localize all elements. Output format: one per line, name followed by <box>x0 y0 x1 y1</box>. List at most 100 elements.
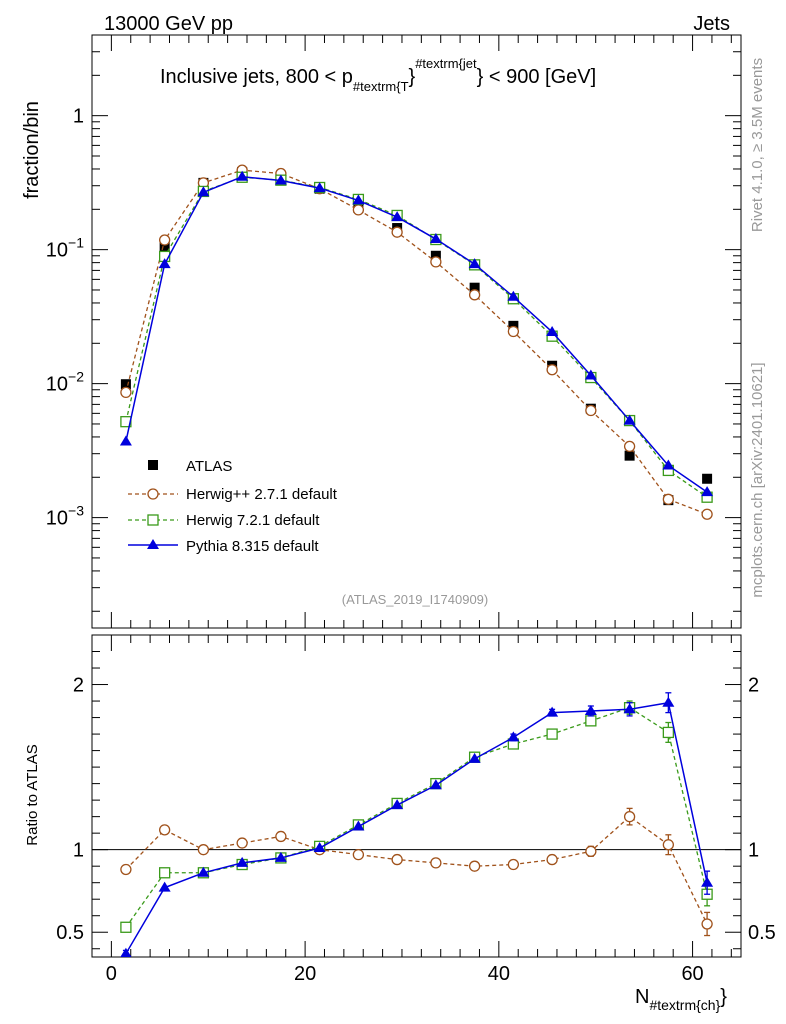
ratio-series-group <box>120 692 714 957</box>
main-point-herwigpp <box>585 404 597 417</box>
y-tick-label-ratio-right: 0.5 <box>748 922 776 944</box>
x-tick-label: 40 <box>488 963 510 985</box>
main-point-pythia <box>236 170 249 181</box>
main-series-group <box>119 164 714 520</box>
main-point-data <box>469 282 480 293</box>
main-point-herwigpp <box>468 289 481 301</box>
main-point-herwigpp <box>662 493 675 505</box>
y-tick-label-main: 1 <box>73 106 84 128</box>
main-point-data <box>430 250 441 261</box>
ratio-point-herwigpp <box>236 837 248 849</box>
ratio-point-herwig7 <box>546 728 558 740</box>
y-tick-label-base: 10 <box>46 374 68 396</box>
ratio-plot-frame <box>91 634 742 958</box>
y-tick-label-ratio-left: 2 <box>73 675 84 697</box>
main-point-pythia <box>507 290 520 301</box>
x-axis-label: N#textrm{ch}} <box>635 986 727 1013</box>
ratio-point-pythia <box>662 696 675 707</box>
main-point-herwigpp <box>507 325 520 338</box>
y-tick-label-base: 10 <box>46 240 68 262</box>
main-line-herwigpp <box>125 169 708 515</box>
ratio-point-pythia <box>236 856 249 867</box>
y-tick-label-base: 1 <box>73 106 84 128</box>
y-tick-label-base: 10 <box>46 508 68 530</box>
ratio-point-pythia <box>391 799 404 810</box>
rivet-label: Rivet 4.1.0, ≥ 3.5M events <box>749 58 766 232</box>
main-point-pythia <box>313 182 326 193</box>
ratio-point-pythia <box>352 820 365 831</box>
main-point-data <box>624 450 635 461</box>
ratio-point-herwigpp <box>275 830 287 843</box>
main-point-pythia <box>662 459 675 470</box>
dynamic-marks: 110−110−210−30 20 40 600.5 0.51 12 2 <box>46 34 776 985</box>
main-point-herwigpp <box>546 364 558 376</box>
x-tick-label: 20 <box>294 963 316 985</box>
legend-label-herwigpp: Herwig++ 2.7.1 default <box>186 486 338 503</box>
ratio-point-pythia <box>468 752 481 763</box>
y-tick-label-main: 10−3 <box>46 503 84 530</box>
y-tick-label-exp: −1 <box>68 235 84 251</box>
ratio-point-herwigpp <box>391 853 403 866</box>
ratio-point-herwigpp <box>352 848 365 861</box>
legend-marker-atlas <box>148 460 158 470</box>
main-point-pythia <box>468 258 481 269</box>
ratio-line-herwig7 <box>125 706 708 928</box>
ratio-point-herwigpp <box>507 858 520 871</box>
ratio-point-pythia <box>546 706 559 717</box>
x-axis-label-sub: #textrm{ch} <box>649 997 720 1013</box>
ratio-point-herwigpp <box>468 860 481 872</box>
main-point-herwigpp <box>158 234 171 246</box>
main-point-data <box>702 473 713 484</box>
ratio-point-pythia <box>429 779 442 790</box>
x-tick-label: 60 <box>681 963 703 985</box>
ratio-point-pythia <box>701 876 714 887</box>
y-tick-label-ratio-left: 1 <box>73 840 84 862</box>
main-point-data <box>508 320 519 331</box>
x-axis-label-main: N <box>635 986 649 1008</box>
main-point-herwigpp <box>623 440 636 453</box>
legend-marker-pythia <box>147 539 159 549</box>
ratio-point-herwigpp <box>430 857 442 869</box>
main-point-pythia <box>274 174 287 185</box>
ratio-point-pythia <box>158 881 171 892</box>
legend-label-atlas: ATLAS <box>186 458 232 475</box>
plot-title-tail: } < 900 [GeV] <box>477 66 597 88</box>
y-tick-label-exp: −3 <box>68 503 84 519</box>
header-left: 13000 GeV pp <box>104 13 233 35</box>
main-point-pythia <box>546 325 559 336</box>
plot-title-main: Inclusive jets, 800 < p <box>160 66 353 88</box>
ratio-point-herwigpp <box>158 824 171 836</box>
ratio-point-herwig7 <box>120 921 132 933</box>
legend-marker-herwigpp <box>147 488 159 500</box>
y-tick-label-main: 10−1 <box>46 235 84 262</box>
ratio-point-herwigpp <box>120 863 132 876</box>
ratio-line-pythia <box>125 701 708 955</box>
plot-title-sup: #textrm{jet <box>415 56 477 71</box>
y-tick-label-ratio-right: 2 <box>748 675 759 697</box>
analysis-id: (ATLAS_2019_I1740909) <box>342 592 488 607</box>
ratio-point-herwigpp <box>623 810 636 823</box>
legend: ATLAS Herwig++ 2.7.1 default Herwig 7.2.… <box>128 458 338 555</box>
ratio-point-herwig7 <box>585 715 597 727</box>
ratio-point-pythia <box>274 851 287 862</box>
ratio-point-pythia <box>507 731 520 742</box>
x-axis-label-close: } <box>720 986 727 1008</box>
ratio-point-herwigpp <box>701 918 713 930</box>
ratio-point-pythia <box>313 842 326 853</box>
main-point-pythia <box>391 211 404 222</box>
legend-marker-herwig7 <box>147 514 159 526</box>
main-point-pythia <box>584 369 597 380</box>
y-tick-label-ratio-right: 1 <box>748 840 759 862</box>
main-point-pythia <box>701 486 714 497</box>
main-point-herwigpp <box>701 508 713 520</box>
main-point-data <box>120 379 131 390</box>
ratio-point-herwigpp <box>197 844 210 856</box>
plot-title: Inclusive jets, 800 < p#textrm{T}#textrm… <box>160 56 596 94</box>
ratio-point-pythia <box>120 947 132 957</box>
ratio-point-herwig7 <box>158 867 171 879</box>
ratio-point-herwigpp <box>662 839 675 851</box>
ratio-point-herwigpp <box>585 845 597 857</box>
mcplots-label: mcplots.cern.ch [arXiv:2401.10621] <box>749 362 766 597</box>
y-tick-label-exp: −2 <box>68 369 84 385</box>
